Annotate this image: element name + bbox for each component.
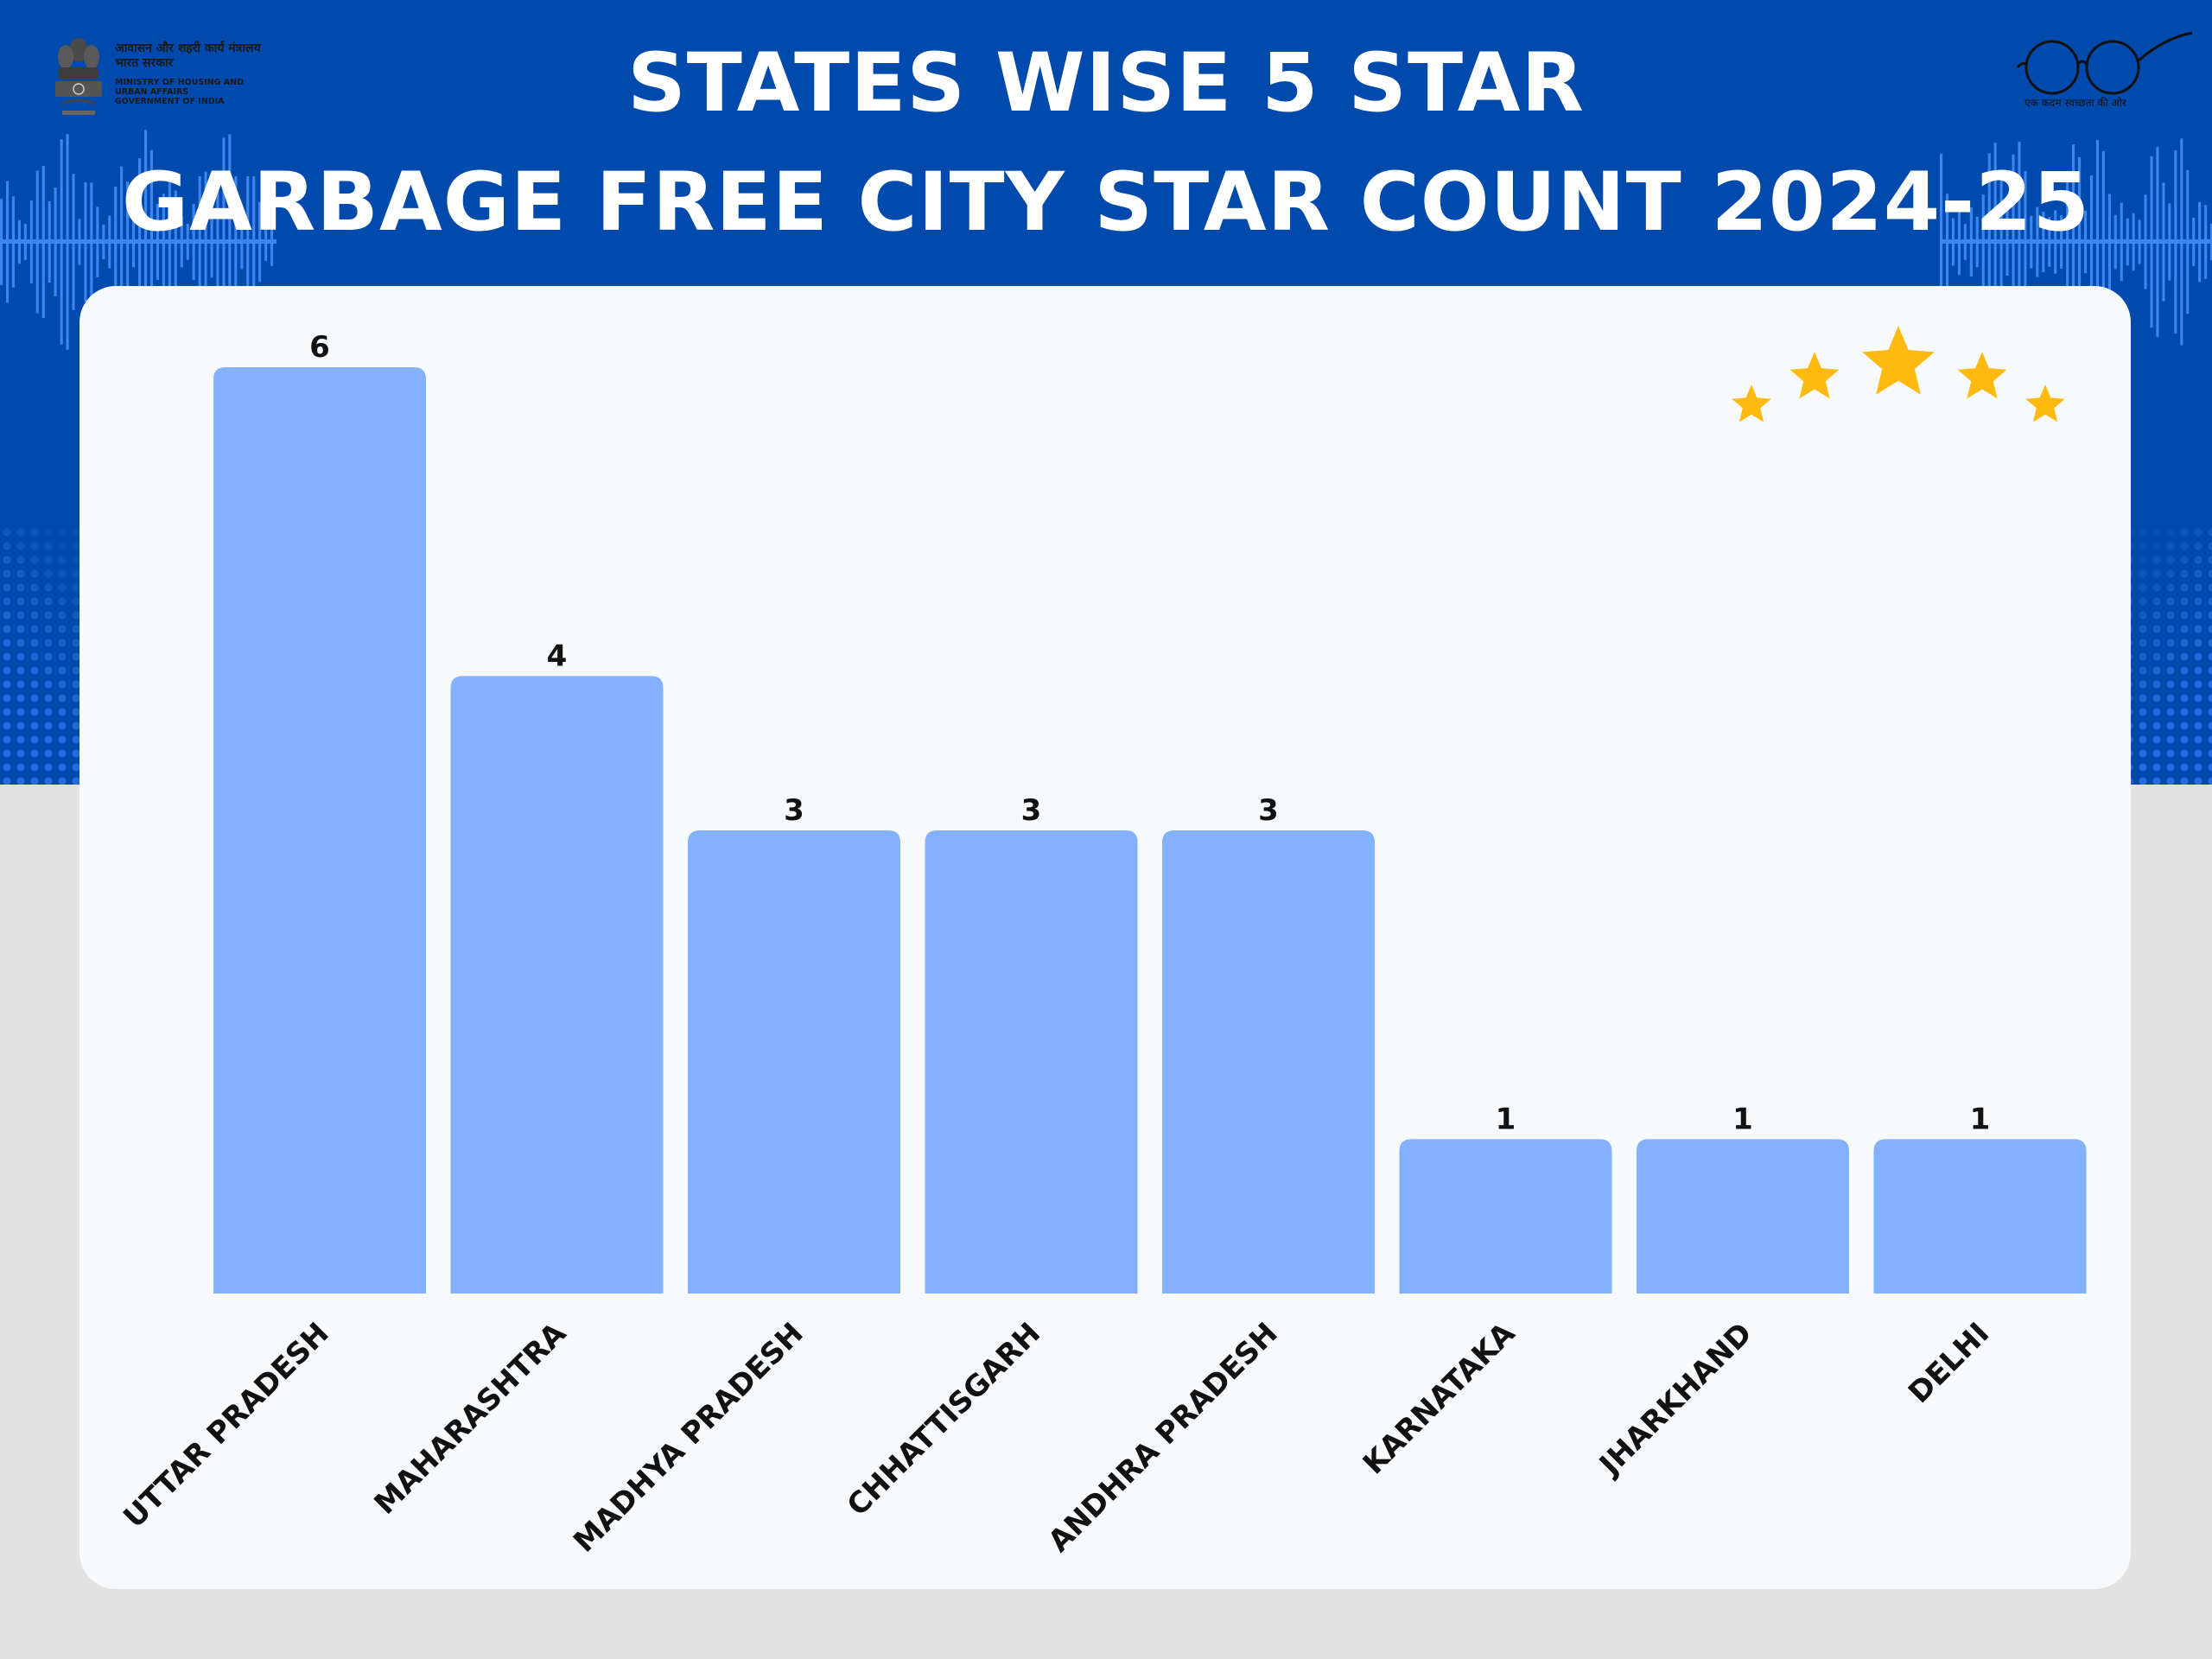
bar-jharkhand — [1637, 1139, 1849, 1294]
bar-uttar-pradesh — [213, 367, 426, 1294]
x-tick-label: MAHARASHTRA — [368, 1316, 574, 1522]
data-label: 3 — [784, 793, 804, 828]
wave-line — [1940, 239, 2212, 244]
x-tick-label: DELHI — [1902, 1316, 1996, 1410]
star-icon — [2025, 385, 2065, 423]
data-label: 1 — [1732, 1102, 1753, 1136]
x-tick-label: UTTAR PRADESH — [117, 1316, 335, 1535]
data-label: 6 — [309, 330, 330, 365]
state-emblem-icon — [55, 38, 102, 115]
ministry-hindi: आवासन और शहरी कार्य मंत्रालय भारत सरकार — [115, 41, 261, 70]
data-label: 3 — [1258, 793, 1279, 828]
x-tick-label: CHHATTISGARH — [841, 1316, 1047, 1522]
bar-andhra-pradesh — [1162, 830, 1375, 1294]
bar-madhya-pradesh — [688, 830, 900, 1294]
star-icon — [1732, 385, 1771, 423]
swachh-bharat-logo-icon — [2016, 31, 2193, 95]
chart-title-line1: STATES WISE 5 STAR — [627, 36, 1585, 130]
data-label: 3 — [1021, 793, 1042, 828]
ministry-text: आवासन और शहरी कार्य मंत्रालय भारत सरकार … — [115, 41, 288, 106]
logo-tagline: एक कदम स्वच्छता की ओर — [2024, 97, 2126, 109]
bar-karnataka — [1399, 1139, 1612, 1294]
x-tick-label: MADHYA PRADESH — [567, 1316, 810, 1560]
data-label: 1 — [1970, 1102, 1991, 1136]
wave-line — [0, 239, 276, 244]
sound-wave-left-icon — [0, 130, 276, 354]
bar-chhattisgarh — [925, 830, 1138, 1294]
x-tick-label: ANDHRA PRADESH — [1042, 1316, 1285, 1559]
chart-panel: 6 UTTAR PRADESH 4 MAHARASHTRA 3 MADHYA PRADES… — [79, 286, 2131, 1589]
bar-delhi — [1873, 1139, 2087, 1294]
data-label: 1 — [1496, 1102, 1516, 1136]
bar-chart: 6 UTTAR PRADESH 4 MAHARASHTRA 3 MADHYA PRADES… — [117, 326, 2087, 1560]
x-tick-label: JHARKHAND — [1592, 1316, 1758, 1483]
ministry-english: MINISTRY OF HOUSING AND URBAN AFFAIRS GO… — [115, 78, 245, 106]
star-icon — [1789, 352, 1840, 399]
star-icon — [1957, 352, 2007, 399]
bar-maharashtra — [450, 676, 664, 1294]
chart-title-line2: GARBAGE FREE CITY STAR COUNT 2024-25 — [122, 156, 2090, 250]
star-icon — [1862, 326, 1935, 395]
sound-wave-right-icon — [1940, 138, 2212, 346]
data-label: 4 — [547, 639, 568, 673]
x-tick-label: KARNATAKA — [1357, 1316, 1522, 1482]
